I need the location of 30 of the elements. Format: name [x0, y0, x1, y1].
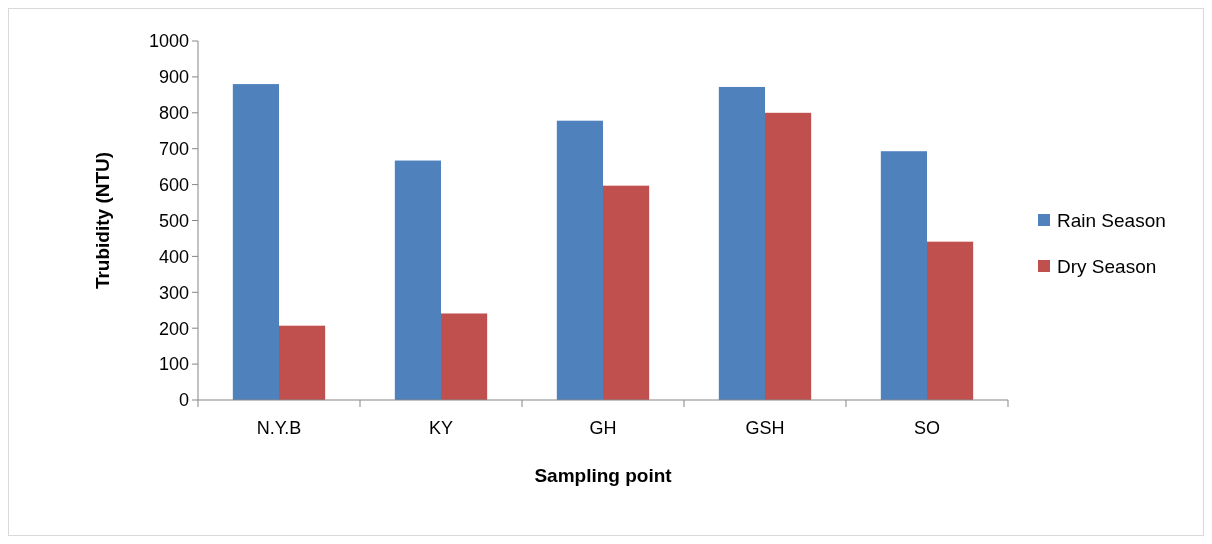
bar [927, 241, 974, 400]
y-tick-label: 300 [158, 282, 189, 303]
y-tick-label: 600 [158, 174, 189, 195]
x-tick-label: KY [428, 418, 454, 438]
y-tick-label: 1000 [148, 31, 189, 52]
bar [232, 84, 279, 400]
x-tick-label: GH [589, 418, 617, 438]
x-tick-label: N.Y.B [256, 418, 302, 438]
x-axis-title: Sampling point [534, 465, 673, 486]
y-tick-label: 200 [158, 318, 189, 339]
y-tick-label: 900 [158, 67, 189, 88]
bar [556, 120, 603, 400]
bar [765, 112, 812, 400]
legend-label: Dry Season [1057, 255, 1157, 277]
y-tick-label: 0 [178, 390, 189, 411]
x-tick-label: SO [913, 418, 941, 438]
bar [880, 151, 927, 400]
bar [718, 86, 765, 400]
bar [441, 313, 488, 400]
bar [279, 325, 326, 400]
y-axis-title: Trubidity (NTU) [92, 151, 113, 290]
bar [603, 185, 650, 400]
legend-label: Rain Season [1057, 209, 1166, 231]
y-tick-label: 100 [158, 354, 189, 375]
y-tick-label: 400 [158, 246, 189, 267]
y-tick-label: 700 [158, 139, 189, 159]
bar [394, 160, 441, 400]
y-tick-label: 800 [158, 103, 189, 124]
x-tick-label: GSH [745, 418, 785, 438]
y-tick-label: 500 [158, 210, 189, 231]
